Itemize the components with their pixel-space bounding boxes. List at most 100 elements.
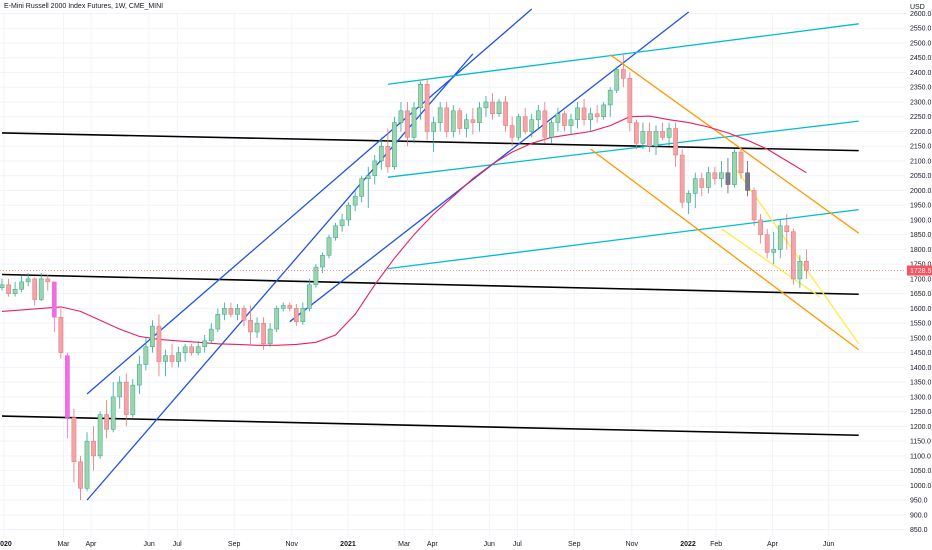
- candle: [607, 87, 613, 117]
- candle: [248, 305, 253, 344]
- time-tick-label: Jul: [513, 541, 522, 548]
- time-axis[interactable]: 2020 Mar Apr Jun Jul Sep Nov 2021 Mar Apr Jun Jul Se…: [0, 541, 834, 548]
- candle: [12, 281, 18, 297]
- time-tick-label: 2020: [0, 541, 12, 548]
- candle: [719, 160, 724, 188]
- candle: [169, 343, 175, 368]
- candle: [705, 166, 711, 194]
- candle: [483, 96, 489, 117]
- candle-body: [25, 278, 31, 283]
- candle-body: [267, 328, 273, 345]
- candle-body: [660, 131, 665, 138]
- candle-body: [562, 113, 567, 126]
- candle: [601, 101, 607, 120]
- price-tick-label: 950.0: [910, 498, 928, 505]
- candle-body: [65, 355, 70, 418]
- price-tick-label: 1850.0: [910, 232, 932, 239]
- candle: [634, 119, 639, 150]
- price-tick-label: 2500.0: [910, 40, 932, 47]
- candle-body: [300, 308, 306, 322]
- candle-body: [758, 219, 763, 235]
- candle: [202, 334, 208, 353]
- price-tick-label: 1600.0: [910, 306, 932, 313]
- candle: [745, 160, 750, 197]
- time-tick-label: Jul: [173, 541, 182, 548]
- gridlines: [0, 12, 906, 537]
- time-tick-label: Apr: [85, 541, 97, 548]
- candle: [385, 128, 391, 173]
- candle-body: [163, 355, 168, 362]
- candle-body: [764, 234, 770, 253]
- candle: [0, 278, 5, 291]
- price-tick-label: 1000.0: [910, 483, 932, 490]
- candle: [195, 340, 201, 356]
- candle-body: [496, 101, 502, 115]
- candle: [45, 274, 51, 291]
- candle-body: [293, 308, 299, 322]
- candle-body: [647, 131, 652, 147]
- candle: [405, 101, 410, 147]
- time-tick-label: Nov: [626, 541, 639, 548]
- candle: [320, 252, 325, 274]
- candle-body: [19, 281, 24, 290]
- candle-body: [522, 116, 528, 132]
- candle: [418, 81, 423, 120]
- price-tick-label: 2250.0: [910, 114, 932, 121]
- price-tick-label: 2200.0: [910, 129, 932, 136]
- candle: [300, 302, 306, 325]
- candle: [620, 54, 626, 88]
- candle: [790, 228, 796, 285]
- candle-body: [607, 89, 613, 106]
- candle-body: [777, 225, 783, 250]
- candle: [339, 214, 345, 232]
- price-tick-label: 1500.0: [910, 335, 932, 342]
- candle: [431, 116, 436, 153]
- candle: [666, 122, 672, 147]
- candle-body: [450, 110, 456, 132]
- candle: [575, 101, 580, 129]
- price-tick-label: 2300.0: [910, 99, 932, 106]
- candle-body: [790, 231, 796, 280]
- candle-body: [378, 145, 384, 162]
- candle-body: [431, 122, 436, 132]
- candle: [673, 122, 678, 167]
- candle: [712, 166, 718, 185]
- candle: [581, 99, 587, 126]
- candle-body: [84, 440, 90, 489]
- trend-line: [1, 273, 859, 296]
- price-tick-label: 1550.0: [910, 321, 932, 328]
- candle-body: [78, 461, 83, 489]
- time-tick-label: Apr: [767, 541, 779, 548]
- candle-body: [614, 69, 620, 91]
- candles: [0, 54, 809, 501]
- candle: [516, 113, 522, 141]
- candle: [359, 175, 365, 203]
- candle: [784, 214, 790, 250]
- candle-body: [202, 340, 208, 348]
- candle: [738, 149, 744, 179]
- candle: [215, 308, 221, 333]
- candle: [647, 122, 652, 153]
- candle: [640, 122, 646, 150]
- time-tick-label: Jun: [144, 541, 155, 548]
- candle-body: [32, 278, 38, 300]
- candle: [751, 187, 757, 226]
- candle: [758, 214, 763, 244]
- trend-line: [1, 415, 859, 437]
- candle: [287, 302, 293, 312]
- price-axis[interactable]: 850.0 900.0 950.0 1000.0 1050.0 1100.0 1150.0 1…: [910, 4, 932, 534]
- candle-body: [771, 249, 777, 253]
- time-tick-label: Jun: [823, 541, 834, 548]
- candle-body: [666, 128, 672, 138]
- price-tick-label: 1900.0: [910, 217, 932, 224]
- candle: [51, 281, 57, 333]
- price-tick-label: 1350.0: [910, 380, 932, 387]
- currency-label: USD: [910, 4, 925, 11]
- candle-body: [516, 116, 522, 138]
- candle: [699, 172, 705, 197]
- time-tick-label: Feb: [710, 541, 722, 548]
- candle-body: [594, 113, 600, 117]
- price-tick-label: 1250.0: [910, 409, 932, 416]
- candle-body: [189, 346, 195, 353]
